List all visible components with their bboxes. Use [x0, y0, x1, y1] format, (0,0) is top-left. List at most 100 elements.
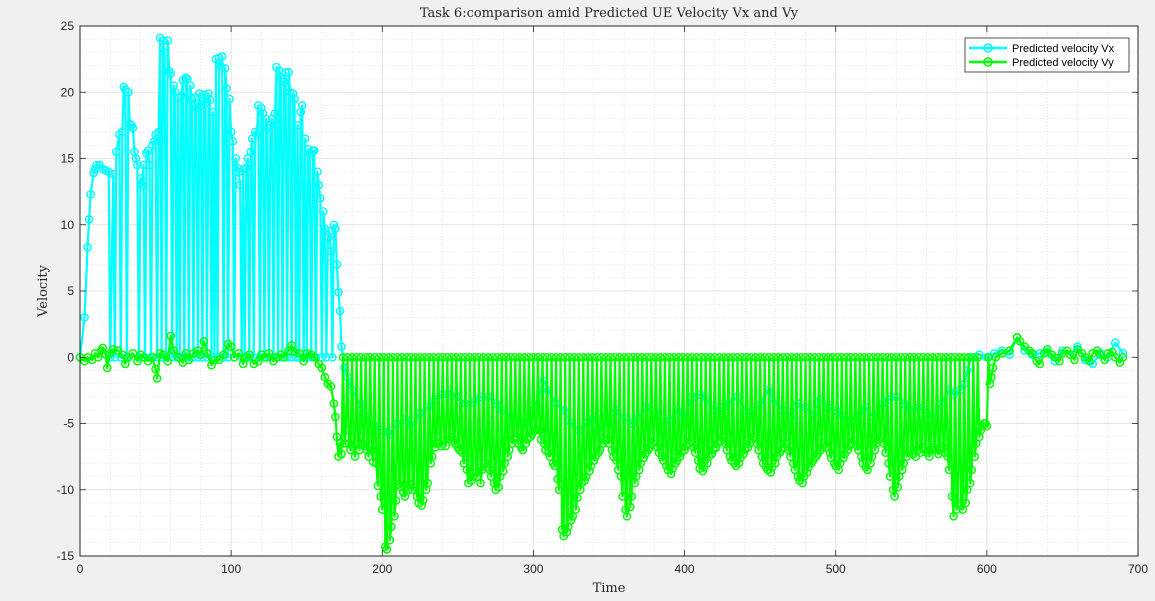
legend-entry-vy[interactable]: Predicted velocity Vy [969, 57, 1114, 69]
data-point [241, 163, 251, 173]
data-point [228, 136, 238, 146]
data-point [335, 439, 345, 448]
x-tick-label: 0 [77, 562, 84, 576]
data-point [746, 352, 756, 362]
legend[interactable]: Predicted velocity Vx Predicted velocity… [964, 37, 1130, 73]
data-point [361, 352, 371, 362]
data-point [226, 127, 236, 137]
data-point [367, 445, 377, 455]
data-point [855, 352, 865, 362]
data-point [832, 352, 842, 362]
data-point [383, 352, 393, 362]
data-point [674, 352, 683, 362]
data-point [84, 215, 94, 224]
data-point [424, 352, 434, 362]
data-point [547, 352, 556, 362]
data-point [1035, 359, 1045, 369]
data-point [742, 352, 751, 362]
data-point [510, 352, 520, 362]
data-point [955, 352, 965, 362]
data-point [181, 73, 191, 83]
data-point [1103, 348, 1113, 358]
data-point [751, 352, 760, 362]
data-point [887, 352, 896, 362]
data-point [628, 352, 638, 362]
data-point [716, 436, 726, 446]
data-point [1110, 338, 1120, 348]
data-point [148, 352, 157, 362]
data-point [802, 468, 812, 477]
legend-marker-vx [983, 43, 993, 53]
data-point [275, 66, 284, 76]
data-point [592, 352, 602, 362]
data-point [365, 352, 375, 362]
data-point [151, 364, 160, 374]
data-point [257, 103, 266, 113]
legend-entry-vx[interactable]: Predicted velocity Vx [969, 43, 1115, 55]
data-point [572, 493, 582, 503]
data-point [823, 352, 833, 362]
data-point [335, 306, 345, 316]
data-point [143, 146, 153, 155]
data-point [337, 342, 346, 351]
data-point [675, 452, 685, 461]
data-point [928, 352, 937, 362]
data-point [787, 352, 797, 362]
data-point [601, 352, 611, 362]
data-point [734, 458, 744, 468]
data-point [793, 472, 803, 481]
data-point [108, 344, 118, 354]
y-axis-label: Velocity [36, 264, 51, 318]
data-point [796, 352, 806, 362]
data-point [474, 352, 484, 362]
data-point [281, 68, 290, 77]
data-point [769, 352, 779, 362]
data-point [689, 443, 698, 452]
data-point [279, 77, 289, 87]
data-point [92, 160, 101, 170]
data-point [764, 352, 774, 362]
data-point [1015, 337, 1025, 346]
data-point [988, 363, 998, 373]
data-point [937, 352, 946, 362]
data-point [139, 160, 148, 170]
data-point [805, 352, 815, 362]
data-point [725, 452, 735, 461]
chart-title: Task 6:comparison amid Predicted UE Velo… [420, 6, 799, 21]
data-point [199, 337, 209, 346]
data-point [438, 352, 448, 362]
data-point [328, 352, 337, 362]
data-point [93, 352, 103, 362]
data-point [261, 114, 271, 124]
data-point [965, 478, 975, 488]
data-point [733, 352, 742, 362]
data-point [882, 352, 892, 362]
data-point [111, 147, 121, 157]
data-point [899, 458, 909, 468]
data-point [947, 492, 957, 501]
data-point [560, 352, 570, 362]
data-point [406, 352, 416, 362]
data-point [705, 352, 715, 362]
data-point [205, 95, 215, 105]
data-point [970, 452, 980, 461]
data-point [152, 374, 162, 383]
data-point [409, 482, 419, 492]
data-point [163, 36, 173, 45]
data-point [544, 448, 553, 457]
data-point [300, 134, 310, 143]
data-point [665, 352, 674, 362]
data-point [317, 363, 327, 373]
data-point [968, 352, 978, 362]
data-point [356, 352, 366, 362]
data-point [520, 352, 529, 362]
y-tick-label: -15 [57, 549, 75, 563]
data-point [973, 352, 983, 362]
data-point [625, 502, 635, 512]
data-point [660, 352, 670, 362]
data-point [102, 363, 112, 373]
data-point [603, 435, 612, 444]
data-point [108, 170, 118, 179]
data-point [497, 352, 507, 362]
data-point [246, 147, 256, 157]
